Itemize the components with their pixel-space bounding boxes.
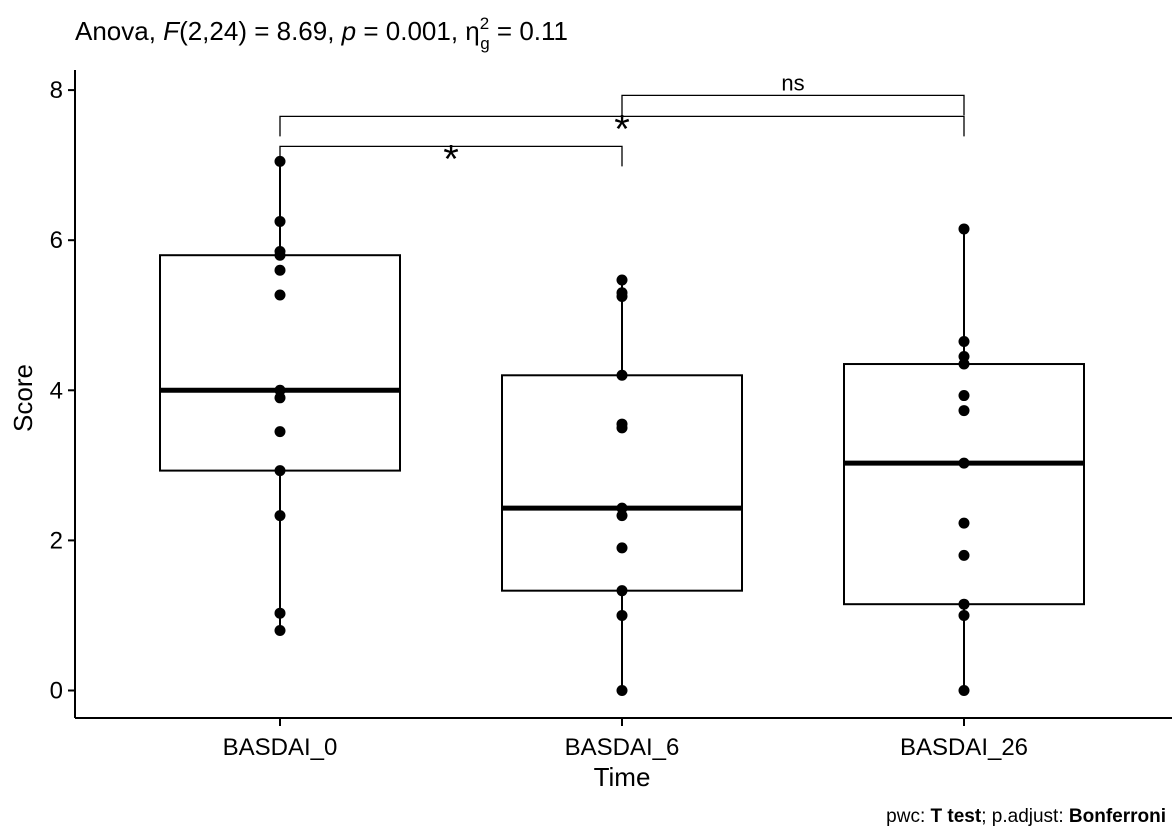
data-point	[958, 405, 970, 417]
x-axis-title: Time	[594, 762, 651, 792]
data-point	[958, 336, 970, 348]
data-point	[274, 510, 286, 522]
data-point	[958, 685, 970, 696]
chart-title: Anova, F(2,24) = 8.69, p = 0.001, η2 g = …	[75, 14, 568, 53]
significance-label: ns	[781, 70, 804, 95]
data-point	[616, 685, 628, 696]
caption-sep: ; p.adjust:	[981, 806, 1069, 827]
data-point	[958, 549, 970, 561]
title-f: F	[163, 16, 181, 46]
box-BASDAI_0	[159, 254, 401, 472]
box-BASDAI_6	[501, 374, 743, 592]
y-axis-title: Score	[8, 364, 38, 432]
caption: pwc: T test; p.adjust: Bonferroni	[886, 806, 1166, 827]
caption-method: Bonferroni	[1069, 806, 1166, 827]
significance-bracket	[279, 145, 623, 167]
data-point	[958, 457, 970, 469]
plot-area: 0 2 4 6 8 BASDAI_0 BASDAI_6 BASDAI_26 * * ns	[50, 70, 1172, 761]
title-eta-sup: 2	[480, 14, 489, 33]
data-point	[616, 542, 628, 554]
title-f-args: (2,24) = 8.69,	[179, 16, 342, 46]
caption-test: T test	[931, 806, 982, 827]
data-point	[616, 290, 628, 302]
data-point	[274, 607, 286, 619]
y-tick-label: 8	[50, 77, 63, 104]
data-point	[274, 249, 286, 261]
y-tick-label: 2	[50, 527, 63, 554]
significance-label: *	[614, 107, 630, 151]
significance-bracket	[279, 115, 965, 137]
data-point	[274, 465, 286, 477]
data-point	[274, 264, 286, 276]
data-point	[274, 426, 286, 438]
significance-label: *	[443, 137, 459, 181]
data-point	[274, 289, 286, 301]
significance-bracket	[621, 94, 965, 116]
data-point	[274, 215, 286, 227]
data-point	[616, 422, 628, 434]
y-tick-label: 0	[50, 678, 63, 705]
x-tick-label: BASDAI_0	[223, 734, 338, 761]
caption-pwc: pwc:	[886, 806, 930, 827]
title-eta: η	[465, 16, 479, 46]
y-tick-label: 6	[50, 227, 63, 254]
title-anova: Anova,	[75, 16, 163, 46]
title-eta-sub: g	[480, 34, 489, 53]
title-p-value: = 0.001,	[356, 16, 465, 46]
data-point	[958, 390, 970, 402]
data-point	[958, 358, 970, 370]
x-tick-label: BASDAI_26	[900, 734, 1028, 761]
data-point	[958, 223, 970, 235]
data-point	[616, 510, 628, 522]
title-eta-value: = 0.11	[490, 16, 568, 46]
data-point	[616, 274, 628, 286]
data-point	[958, 609, 970, 621]
y-tick-label: 4	[50, 377, 63, 404]
data-point	[274, 624, 286, 636]
data-point	[958, 517, 970, 529]
title-p: p	[341, 16, 356, 46]
data-point	[616, 609, 628, 621]
data-point	[616, 585, 628, 597]
data-point	[958, 598, 970, 610]
x-tick-label: BASDAI_6	[565, 734, 680, 761]
data-point	[274, 392, 286, 404]
data-point	[616, 369, 628, 381]
box-BASDAI_26	[843, 363, 1085, 606]
